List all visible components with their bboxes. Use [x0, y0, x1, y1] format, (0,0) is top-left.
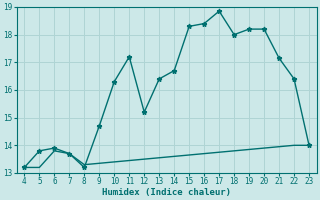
X-axis label: Humidex (Indice chaleur): Humidex (Indice chaleur) — [102, 188, 231, 197]
